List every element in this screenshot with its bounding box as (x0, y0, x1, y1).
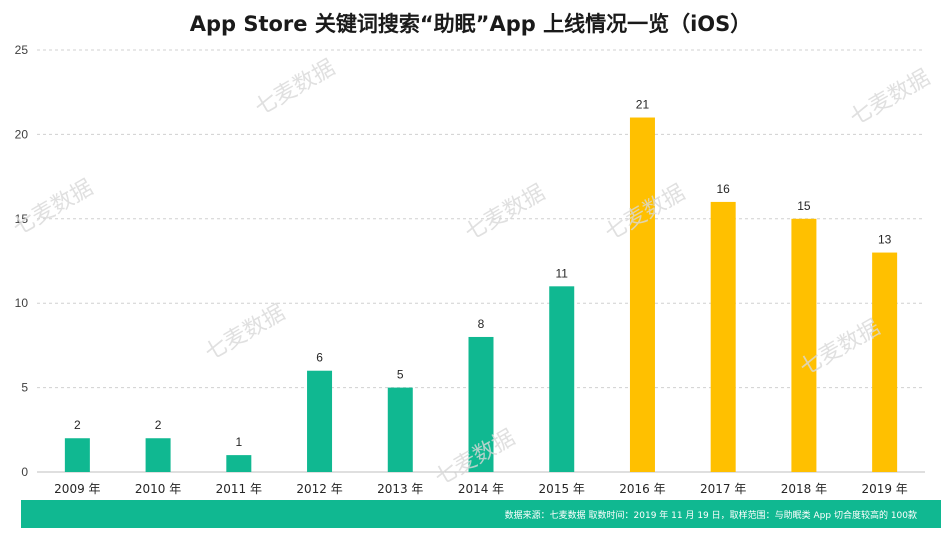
bar (710, 201, 736, 473)
bar (629, 117, 655, 473)
x-tick-label: 2013 年 (377, 482, 423, 496)
y-tick-label: 0 (21, 465, 28, 479)
bar (145, 438, 171, 472)
y-tick-label: 25 (15, 43, 29, 57)
bar-chart: 0 5 10 15 20 25 2 2009 年 2 2010 年 1 2011 年 6 2012 年 5 2… (15, 43, 925, 496)
y-tick-label: 20 (15, 127, 29, 141)
data-label: 2 (155, 418, 162, 432)
chart-title: App Store 关键词搜索“助眠”App 上线情况一览（iOS） (189, 12, 752, 36)
footer-bar: 数据来源：七麦数据 取数时间：2019 年 11 月 19 日，取样范围：与助眠… (21, 500, 941, 528)
data-label: 21 (636, 98, 650, 112)
bar (387, 387, 413, 472)
y-tick-label: 15 (15, 212, 29, 226)
data-label: 16 (717, 182, 731, 196)
data-label: 1 (235, 435, 242, 449)
data-label: 5 (397, 368, 404, 382)
x-tick-label: 2019 年 (861, 482, 907, 496)
data-label: 11 (555, 266, 568, 280)
x-tick-label: 2016 年 (619, 482, 665, 496)
bar (307, 370, 333, 472)
x-tick-label: 2010 年 (135, 482, 181, 496)
x-tick-label: 2011 年 (216, 482, 262, 496)
x-tick-label: 2009 年 (54, 482, 100, 496)
bar (64, 438, 90, 472)
data-label: 2 (74, 418, 81, 432)
data-label: 15 (797, 199, 811, 213)
y-tick-label: 10 (15, 296, 29, 310)
y-tick-label: 5 (21, 381, 28, 395)
bar (549, 286, 575, 472)
x-tick-label: 2014 年 (458, 482, 504, 496)
bar (791, 218, 817, 472)
x-tick-label: 2017 年 (700, 482, 746, 496)
x-tick-label: 2015 年 (539, 482, 585, 496)
x-tick-label: 2018 年 (781, 482, 827, 496)
bar (226, 455, 252, 472)
bar (468, 336, 494, 472)
footer-source-text: 数据来源：七麦数据 取数时间：2019 年 11 月 19 日，取样范围：与助眠… (504, 511, 917, 521)
x-tick-label: 2012 年 (296, 482, 342, 496)
data-label: 13 (878, 233, 892, 247)
bar (872, 252, 898, 472)
data-label: 8 (478, 317, 485, 331)
data-label: 6 (316, 351, 323, 365)
